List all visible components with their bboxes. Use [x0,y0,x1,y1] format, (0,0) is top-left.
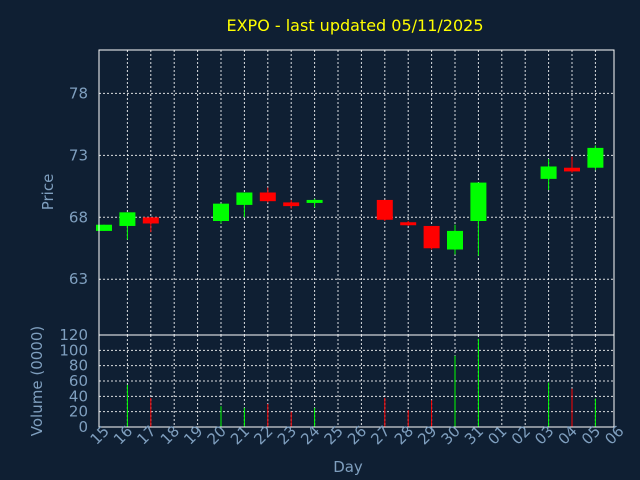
candle-body [236,192,253,205]
price-tick-label: 68 [69,208,88,226]
candle-body [564,167,580,172]
candle-05 [587,145,604,171]
candle-29 [423,225,440,250]
candle-15 [96,224,112,231]
volume-tick-label: 100 [59,341,88,359]
candle-body [283,202,300,207]
candle-body [376,199,393,220]
volume-tick-label: 0 [78,418,88,436]
candle-31 [470,182,487,256]
x-ticks: 1516171819202122232425262728293031010203… [87,422,628,448]
candle-body [306,199,323,203]
x-axis-label: Day [333,458,363,476]
candle-03 [540,159,557,191]
candle-22 [259,187,276,203]
candle-20 [213,203,229,224]
candle-body [142,217,159,224]
candle-28 [400,221,417,226]
volume-tick-label: 20 [69,403,88,421]
candle-body [423,225,440,249]
candle-body [447,230,463,250]
candle-27 [376,199,393,221]
price-tick-label: 63 [69,270,88,288]
candle-body [587,147,604,168]
volume-tick-label: 80 [69,357,88,375]
volume-frame [98,334,615,428]
chart-title: EXPO - last updated 05/11/2025 [226,16,483,35]
candle-body [259,192,276,202]
candle-17 [142,217,159,233]
candle-body [540,166,557,179]
candle-body [96,224,112,231]
candle-21 [236,192,253,218]
candle-body [400,222,417,226]
candle-body [213,203,229,221]
candle-body [119,212,136,226]
volume-tick-label: 60 [69,372,88,390]
price-tick-label: 73 [69,146,88,164]
volume-axis-label: Volume (0000) [28,326,46,436]
volume-tick-label: 120 [59,326,88,344]
candle-04 [564,156,580,173]
candle-24 [306,198,323,208]
candle-body [470,182,487,221]
candle-30 [447,224,463,255]
price-tick-label: 78 [69,84,88,102]
price-y-ticks: 63 68 73 78 [69,84,88,288]
price-grid [99,50,614,335]
candle-23 [283,199,300,209]
volume-tick-label: 40 [69,387,88,405]
candle-16 [119,212,136,240]
price-axis-label: Price [39,174,57,211]
volume-bars [126,338,596,427]
price-candles [96,145,604,256]
